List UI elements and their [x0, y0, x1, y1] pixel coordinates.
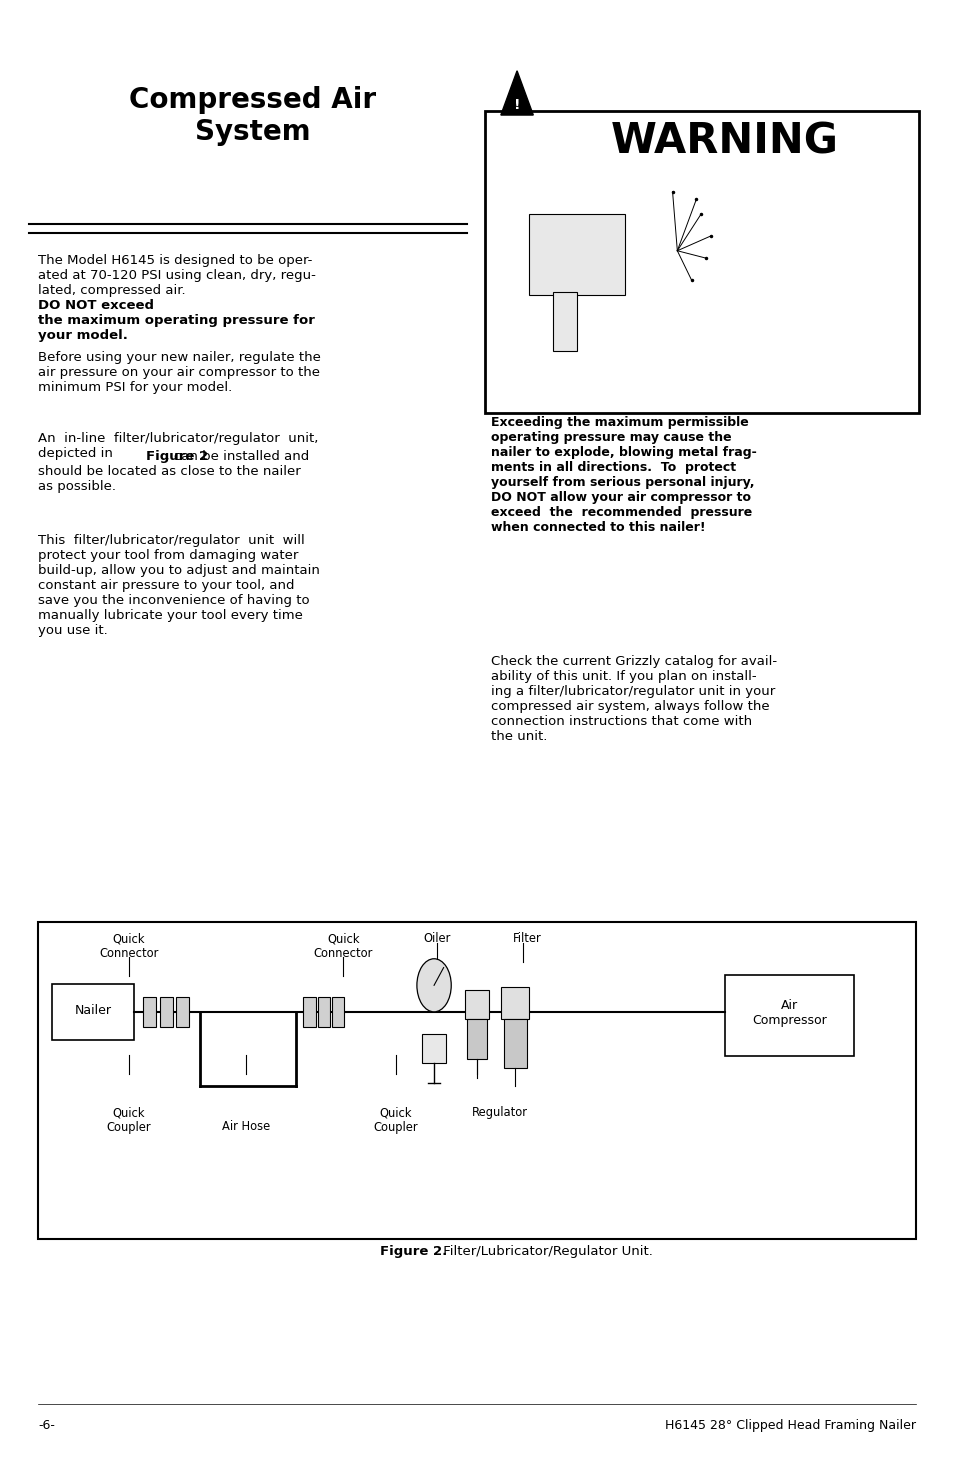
Polygon shape — [500, 71, 533, 115]
Bar — [317, 997, 330, 1027]
Text: Nailer: Nailer — [74, 1004, 112, 1016]
Text: The Model H6145 is designed to be oper-
ated at 70-120 PSI using clean, dry, reg: The Model H6145 is designed to be oper- … — [38, 254, 315, 296]
Bar — [464, 990, 489, 1019]
Bar — [303, 997, 315, 1027]
Text: Oiler: Oiler — [423, 932, 450, 945]
Text: Quick
Connector: Quick Connector — [314, 932, 373, 960]
Bar — [143, 997, 155, 1027]
Bar — [500, 987, 529, 1019]
Text: H6145 28° Clipped Head Framing Nailer: H6145 28° Clipped Head Framing Nailer — [664, 1419, 915, 1432]
Bar — [160, 997, 172, 1027]
Text: Air
Compressor: Air Compressor — [752, 1000, 826, 1027]
Bar — [529, 214, 624, 295]
Text: -6-: -6- — [38, 1419, 55, 1432]
FancyBboxPatch shape — [484, 111, 918, 413]
Text: Quick
Coupler: Quick Coupler — [107, 1106, 151, 1134]
Bar — [176, 997, 189, 1027]
Text: Figure 2: Figure 2 — [147, 450, 209, 463]
Text: An  in-line  filter/lubricator/regulator  unit,
depicted in: An in-line filter/lubricator/regulator u… — [38, 432, 318, 460]
FancyBboxPatch shape — [724, 975, 853, 1056]
Circle shape — [416, 959, 451, 1012]
Text: This  filter/lubricator/regulator  unit  will
protect your tool from damaging wa: This filter/lubricator/regulator unit wi… — [38, 534, 319, 637]
Bar — [421, 1034, 446, 1063]
Text: Filter/Lubricator/Regulator Unit.: Filter/Lubricator/Regulator Unit. — [438, 1245, 652, 1258]
Text: !: ! — [514, 99, 519, 112]
FancyBboxPatch shape — [52, 984, 133, 1040]
Text: Air Hose: Air Hose — [222, 1120, 270, 1133]
Text: DO NOT exceed
the maximum operating pressure for
your model.: DO NOT exceed the maximum operating pres… — [38, 299, 314, 342]
Text: Filter: Filter — [513, 932, 541, 945]
Bar — [553, 292, 577, 351]
Text: Figure 2.: Figure 2. — [379, 1245, 446, 1258]
Text: WARNING: WARNING — [611, 121, 838, 162]
Bar — [503, 1019, 526, 1068]
Text: Compressed Air
System: Compressed Air System — [129, 86, 376, 146]
FancyBboxPatch shape — [38, 922, 915, 1239]
Text: Before using your new nailer, regulate the
air pressure on your air compressor t: Before using your new nailer, regulate t… — [38, 351, 321, 394]
Text: Quick
Coupler: Quick Coupler — [374, 1106, 417, 1134]
Text: Check the current Grizzly catalog for avail-
ability of this unit. If you plan o: Check the current Grizzly catalog for av… — [491, 655, 777, 743]
Text: Regulator: Regulator — [472, 1106, 528, 1120]
Bar — [332, 997, 344, 1027]
Text: , can be installed and
should be located as close to the nailer
as possible.: , can be installed and should be located… — [38, 450, 309, 493]
Bar — [467, 1019, 486, 1059]
Text: Quick
Connector: Quick Connector — [99, 932, 158, 960]
Text: Exceeding the maximum permissible
operating pressure may cause the
nailer to exp: Exceeding the maximum permissible operat… — [491, 416, 757, 534]
